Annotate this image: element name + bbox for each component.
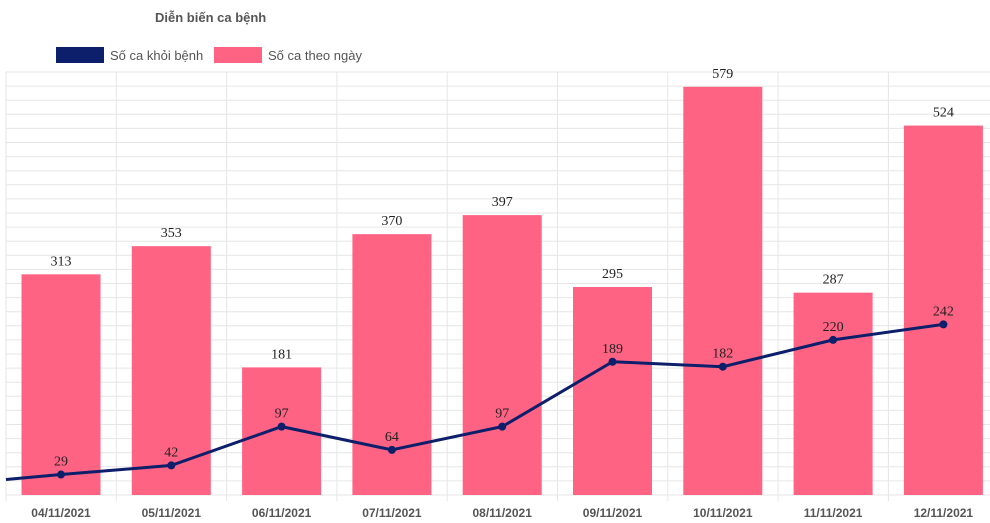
chart-title: Diễn biến ca bệnh [155,10,267,25]
legend-swatch-recovered [56,47,104,63]
x-tick-label: 10/11/2021 [693,506,753,520]
bar-07/11/2021[interactable] [352,234,432,495]
bar-value-label: 524 [933,106,954,121]
recovered-point-09/11/2021[interactable] [608,357,617,366]
legend-item-recovered[interactable]: Số ca khỏi bệnh [56,46,203,64]
bar-04/11/2021[interactable] [21,274,101,495]
bar-labels: 313 353 181 370 397 295 579 287 524 [51,67,954,363]
legend-swatch-daily-cases [214,47,262,63]
x-tick-label: 05/11/2021 [142,506,202,520]
bar-value-label: 287 [823,273,844,288]
bar-value-label: 579 [712,67,733,82]
recovered-point-10/11/2021[interactable] [718,362,727,371]
line-value-label: 189 [602,342,623,357]
bar-09/11/2021[interactable] [573,287,652,495]
x-tick-label: 11/11/2021 [804,506,863,520]
legend-label-daily-cases: Số ca theo ngày [268,47,362,63]
bar-10/11/2021[interactable] [683,86,763,496]
x-tick-label: 09/11/2021 [583,506,643,520]
bar-value-label: 370 [381,214,402,229]
x-axis-labels: 04/11/2021 05/11/2021 06/11/2021 07/11/2021… [31,506,973,520]
recovered-point-11/11/2021[interactable] [829,335,838,344]
line-value-label: 97 [275,407,289,422]
bar-value-label: 313 [51,254,72,269]
bar-11/11/2021[interactable] [793,292,873,495]
bar-value-label: 295 [602,267,623,282]
recovered-line [5,322,944,481]
line-value-label: 220 [823,320,844,335]
bar-value-label: 353 [161,226,182,241]
bar-05/11/2021[interactable] [131,246,211,495]
bar-value-label: 181 [271,347,292,362]
line-value-label: 182 [712,347,733,362]
bar-value-label: 397 [492,195,513,210]
recovered-point-06/11/2021[interactable] [277,422,286,431]
x-tick-label: 06/11/2021 [252,506,312,520]
recovered-point-08/11/2021[interactable] [498,422,507,431]
bars [21,86,983,496]
x-tick-label: 12/11/2021 [914,506,974,520]
recovered-line-path [5,322,944,481]
x-tick-label: 07/11/2021 [362,506,422,520]
recovered-point-07/11/2021[interactable] [387,445,396,454]
line-value-label: 64 [385,430,399,445]
x-tick-label: 08/11/2021 [472,506,532,520]
line-value-label: 242 [933,304,954,319]
line-value-label: 97 [495,407,509,422]
recovered-point-05/11/2021[interactable] [167,461,176,470]
bar-08/11/2021[interactable] [462,215,542,496]
line-value-label: 29 [54,455,68,470]
line-labels: 29 42 97 64 97 189 182 220 242 [54,304,954,469]
line-value-label: 42 [164,445,178,460]
recovered-point-04/11/2021[interactable] [57,470,65,479]
bar-12/11/2021[interactable] [903,125,983,495]
legend-item-daily-cases[interactable]: Số ca theo ngày [214,46,362,64]
legend-label-recovered: Số ca khỏi bệnh [110,47,204,63]
recovered-point-12/11/2021[interactable] [939,320,948,329]
x-tick-label: 04/11/2021 [31,506,91,520]
recovered-points [57,320,948,479]
